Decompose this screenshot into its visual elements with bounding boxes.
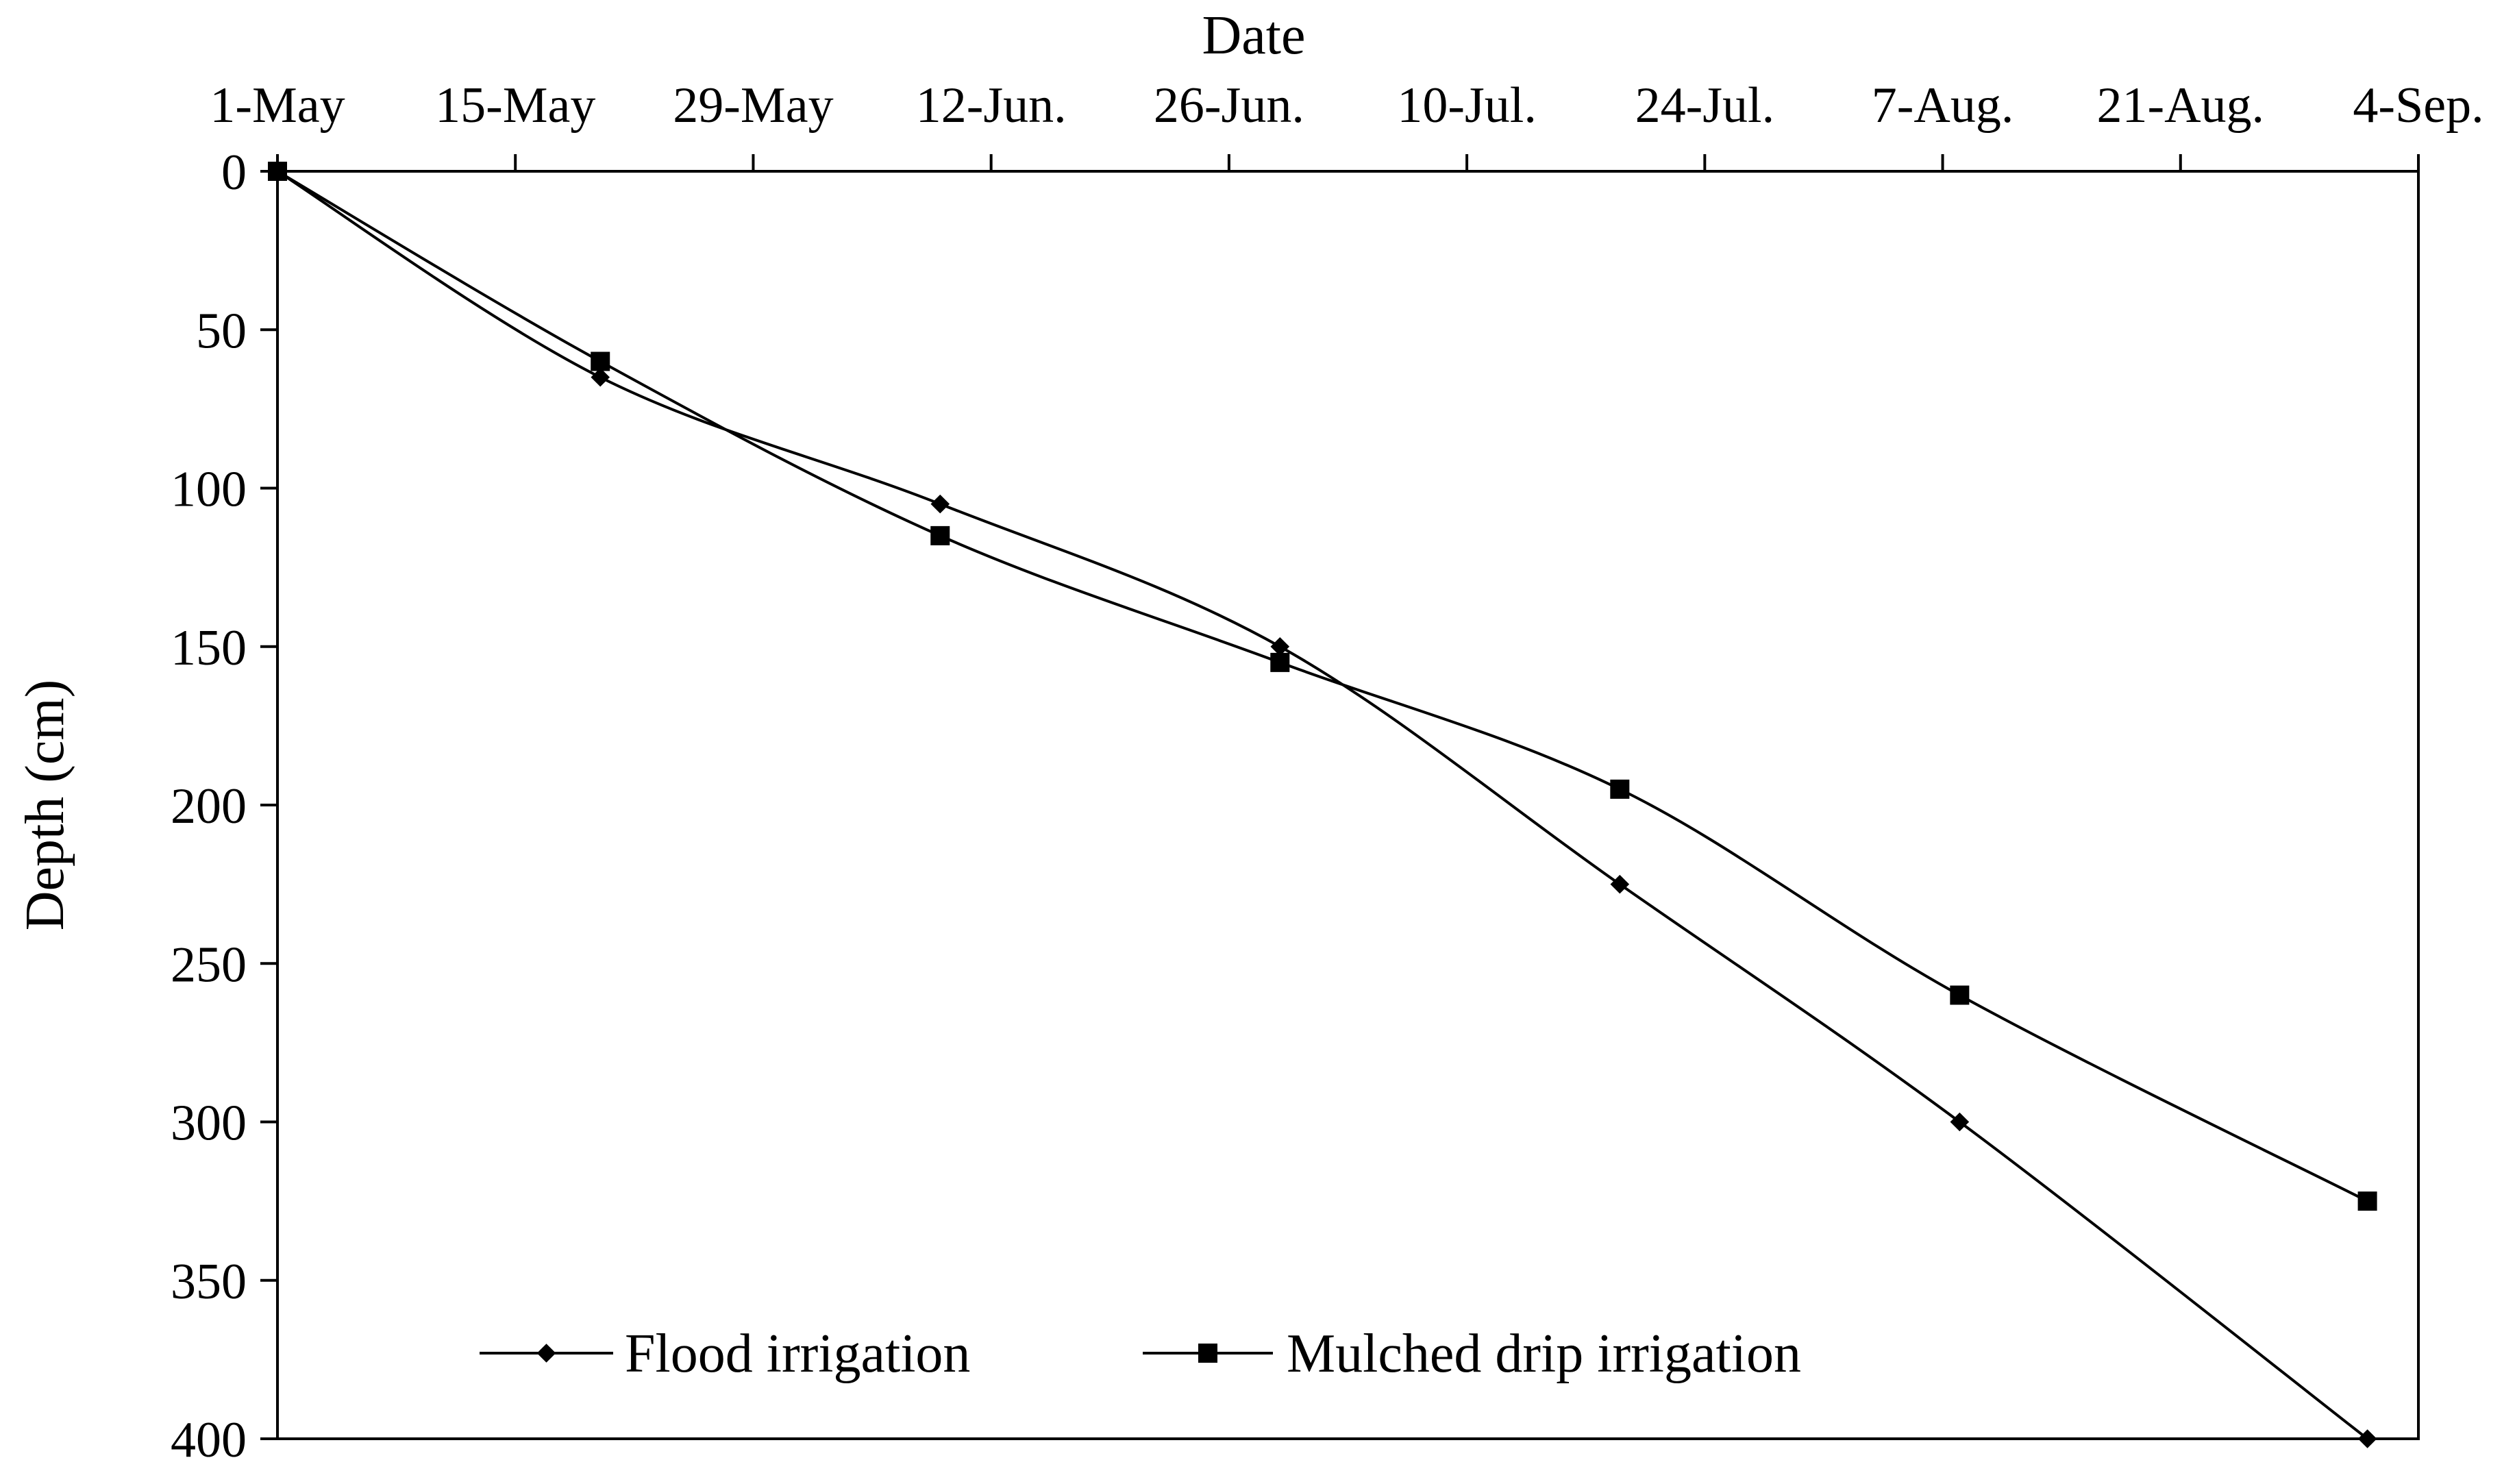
- data-point-diamond: [1950, 1112, 1970, 1132]
- data-point-diamond: [591, 367, 610, 387]
- y-axis-ticks: 0 50 100 150 200 250 300 350 400: [171, 145, 277, 1468]
- y-tick-label: 0: [221, 145, 247, 201]
- x-tick-label: 15-May: [435, 77, 595, 134]
- series-layer: [268, 162, 2377, 1448]
- data-point-square: [1270, 652, 1290, 672]
- y-tick-label: 150: [171, 620, 247, 676]
- data-point-diamond: [1270, 636, 1290, 656]
- legend-item: Mulched drip irrigation: [1143, 1324, 1801, 1384]
- x-tick-label: 1-May: [210, 77, 345, 134]
- series-square: [268, 162, 2377, 1211]
- data-point-diamond: [930, 494, 950, 514]
- data-point-square: [268, 162, 287, 181]
- x-tick-label: 7-Aug.: [1872, 77, 2014, 134]
- data-point-square: [2357, 1191, 2377, 1211]
- legend-label: Mulched drip irrigation: [1287, 1324, 1801, 1384]
- y-tick-label: 100: [171, 462, 247, 518]
- data-point-square: [591, 351, 610, 371]
- x-tick-label: 24-Jul.: [1635, 77, 1775, 134]
- data-point-diamond: [1610, 874, 1630, 894]
- x-axis-ticks: 1-May 15-May 29-May 12-Jun. 26-Jun. 10-Jul. 24…: [210, 77, 2484, 171]
- y-tick-label: 200: [171, 778, 247, 834]
- legend-marker-square: [1198, 1344, 1217, 1363]
- legend-marker-diamond: [536, 1344, 556, 1363]
- y-tick-label: 350: [171, 1254, 247, 1310]
- y-axis-title: Depth (cm): [15, 680, 75, 931]
- y-tick-label: 250: [171, 937, 247, 993]
- x-tick-label: 10-Jul.: [1397, 77, 1537, 134]
- y-tick-label: 50: [196, 303, 247, 359]
- x-tick-label: 4-Sep.: [2353, 77, 2483, 134]
- x-tick-label: 26-Jun.: [1154, 77, 1304, 134]
- legend-item: Flood irrigation: [480, 1324, 970, 1384]
- x-tick-label: 21-Aug.: [2096, 77, 2264, 134]
- legend-label: Flood irrigation: [625, 1324, 970, 1384]
- x-tick-label: 29-May: [673, 77, 833, 134]
- data-point-diamond: [2357, 1429, 2377, 1448]
- data-point-square: [1950, 985, 1970, 1005]
- legend: Flood irrigation Mulched drip irrigation: [480, 1324, 1801, 1384]
- data-point-square: [1610, 779, 1630, 799]
- x-tick-label: 12-Jun.: [916, 77, 1067, 134]
- y-tick-label: 300: [171, 1096, 247, 1152]
- y-tick-label: 400: [171, 1412, 247, 1468]
- x-axis-title: Date: [1202, 5, 1305, 66]
- data-point-square: [930, 525, 950, 545]
